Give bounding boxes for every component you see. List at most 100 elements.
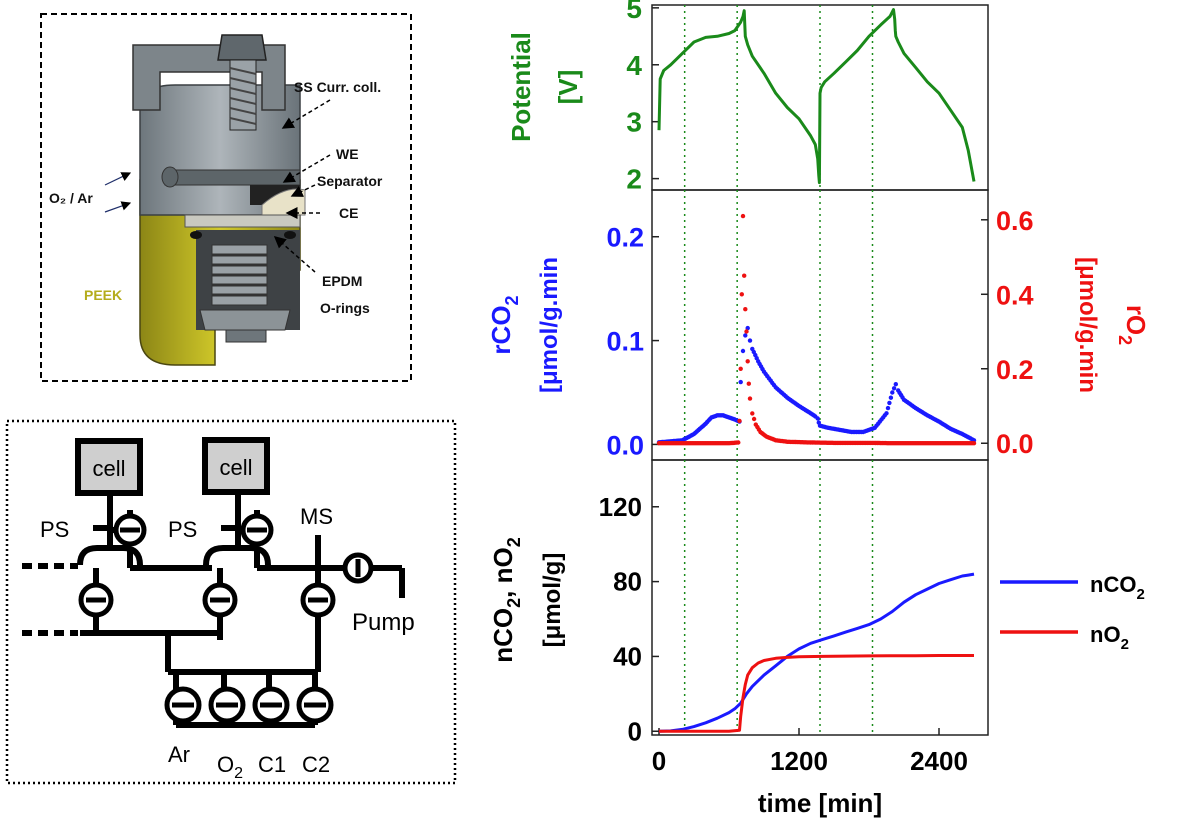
- ms-label: MS: [300, 504, 333, 529]
- potential-ylabel-line1: Potential: [506, 32, 536, 142]
- plunger-stem: [225, 329, 267, 343]
- rco2-point: [888, 395, 894, 400]
- valve-pump: [342, 552, 374, 584]
- potential-ytick-label: 2: [626, 164, 642, 195]
- o-ring-left: [190, 231, 202, 239]
- cumulative-plot-frame: [651, 459, 989, 736]
- arrow-gas-out: [104, 201, 132, 213]
- ro2-point: [747, 396, 753, 401]
- label-o-rings: O-rings: [320, 300, 370, 316]
- ro2-point: [737, 418, 742, 424]
- gas-port: [161, 166, 179, 188]
- label-epdm: EPDM: [322, 273, 362, 289]
- cumulative-ytick-label: 120: [599, 492, 642, 522]
- potential-ytick-label: 3: [626, 107, 642, 138]
- ro2-point: [736, 440, 741, 445]
- arrow-separator: [290, 184, 316, 197]
- potential-y-ticks: 2 3 4 5: [626, 0, 659, 195]
- rco2-ytick-label: 0.0: [606, 430, 644, 460]
- cycle-boundary-lines: [683, 5, 874, 735]
- rco2-ylabel-unit: [μmol/g.min: [536, 257, 563, 393]
- rco2-point: [891, 386, 897, 391]
- ro2-point: [971, 441, 977, 446]
- time-x-ticks: 0 1200 2400: [652, 728, 968, 776]
- ro2-ytick-label: 0.2: [996, 355, 1034, 385]
- gas-label-ar: Ar: [168, 742, 190, 767]
- valve-ps-1: [113, 513, 147, 547]
- cumulative-ytick-label: 40: [613, 641, 642, 671]
- arrow-o-rings: [273, 236, 316, 273]
- ro2-ytick-label: 0.6: [996, 206, 1034, 236]
- valve-c2: [296, 686, 334, 724]
- cell-box-2: [202, 437, 270, 495]
- rco2-y-ticks: 0.0 0.1 0.2: [606, 223, 659, 460]
- label-gas: O₂ / Ar: [49, 190, 93, 206]
- ro2-ytick-label: 0.0: [996, 429, 1034, 459]
- label-ce: CE: [339, 205, 358, 221]
- o-ring-right: [284, 231, 296, 239]
- plunger-base: [199, 309, 291, 331]
- rco2-ytick-label: 0.1: [606, 327, 644, 357]
- cell-box-1: [75, 438, 143, 496]
- arrow-gas-in: [104, 172, 132, 186]
- valve-ps-2: [240, 513, 274, 547]
- ro2-point: [738, 366, 743, 371]
- rco2-point: [740, 348, 746, 354]
- cell-cutaway-panel: SS Curr. coll. WE Separator CE O₂ / Ar E…: [40, 13, 412, 382]
- cell-label-1: cell: [92, 456, 125, 481]
- ro2-point: [746, 381, 751, 386]
- bolt-head: [217, 34, 267, 61]
- valve-3: [300, 582, 336, 618]
- ro2-point: [740, 213, 746, 219]
- cumulative-legend: nCO2 nO2: [1000, 572, 1145, 653]
- ro2-point: [750, 411, 755, 416]
- pump-label: Pump: [352, 609, 415, 636]
- valve-c1: [252, 686, 290, 724]
- cell-label-2: cell: [219, 455, 252, 480]
- schematic-lines: [77, 489, 405, 728]
- ro2-ytick-label: 0.4: [996, 280, 1034, 310]
- cumulative-y-ticks: 0 40 80 120: [599, 492, 659, 746]
- valve-2: [202, 582, 238, 618]
- label-peek: PEEK: [84, 287, 122, 303]
- time-xtick-label: 0: [652, 746, 666, 776]
- cumulative-ylabel-main: nCO2, nO2: [488, 537, 524, 662]
- time-xlabel: time [min]: [758, 788, 882, 818]
- rco2-point: [890, 390, 895, 395]
- potential-ylabel-line2: [V]: [553, 70, 583, 105]
- rco2-point: [815, 416, 820, 421]
- arrow-current-collector: [281, 99, 331, 129]
- ro2-point: [743, 307, 748, 312]
- ro2-point: [744, 329, 749, 334]
- rco2-point: [887, 400, 892, 406]
- cumulative-ytick-label: 0: [628, 716, 642, 746]
- label-separator: Separator: [317, 173, 383, 189]
- ce-layer: [184, 214, 301, 228]
- rco2-series-points: [656, 325, 977, 445]
- time-xtick-label: 2400: [910, 746, 968, 776]
- cumulative-ytick-label: 80: [613, 567, 642, 597]
- legend-label-no2: nO2: [1090, 622, 1129, 653]
- gas-label-c2: C2: [302, 752, 330, 777]
- potential-series-line: [657, 8, 976, 185]
- arrow-we: [282, 154, 331, 183]
- rco2-point: [884, 411, 889, 416]
- rco2-point: [738, 379, 743, 385]
- valve-1: [78, 582, 114, 618]
- nco2-series-line: [658, 572, 975, 733]
- ro2-y-ticks: 0.0 0.2 0.4 0.6: [981, 206, 1034, 459]
- rco2-ytick-label: 0.2: [606, 223, 644, 253]
- label-current-collector: SS Curr. coll.: [294, 79, 381, 95]
- ro2-point: [745, 359, 750, 364]
- valve-o2: [208, 686, 246, 724]
- ro2-series-points: [656, 213, 977, 446]
- spring: [211, 244, 268, 306]
- rco2-ylabel-main: rCO2: [486, 295, 522, 354]
- gas-label-c1: C1: [258, 752, 286, 777]
- ro2-point: [739, 292, 744, 297]
- no2-series-line: [659, 654, 974, 733]
- cell-panel-frame: [40, 13, 412, 382]
- gas-schematic-panel: cell cell PS PS MS Pump Ar O2 C1 C2: [5, 419, 457, 785]
